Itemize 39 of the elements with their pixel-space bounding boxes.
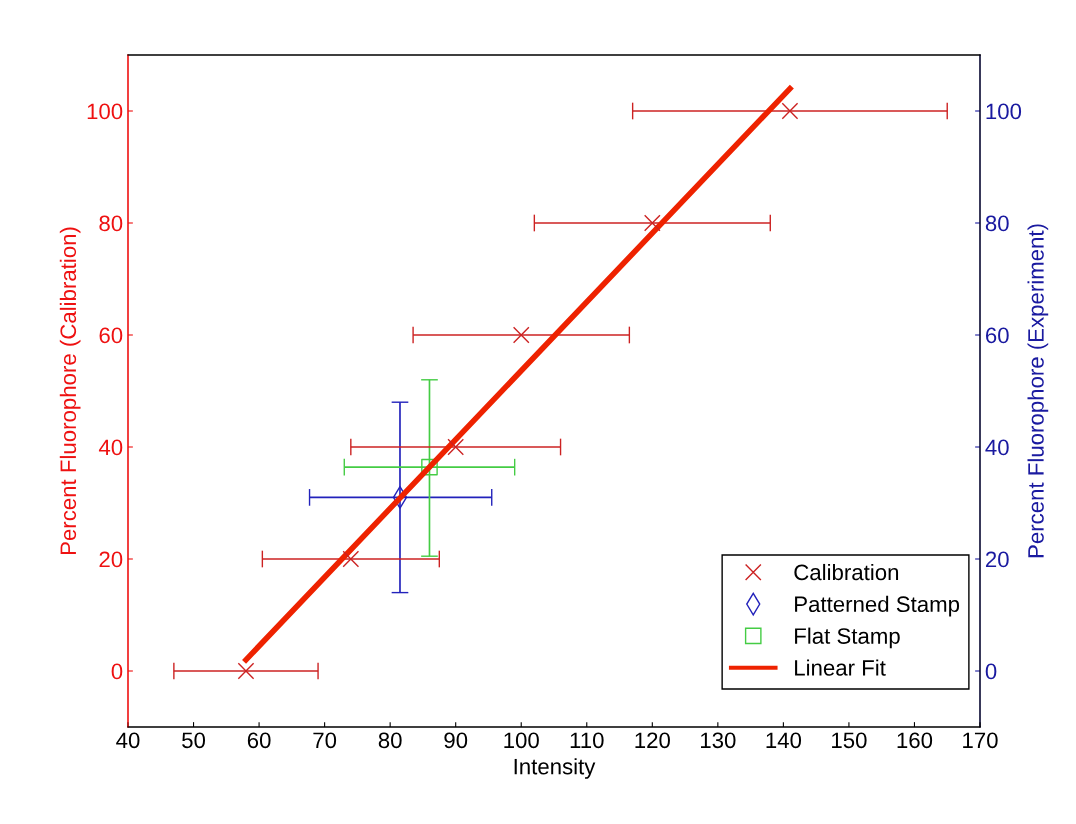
x-tick-label: 110 <box>570 732 604 749</box>
x-tick-label: 70 <box>313 732 337 749</box>
x-tick-label: 40 <box>116 732 140 749</box>
y-axis-title: Percent Fluorophore (Calibration) <box>59 227 81 555</box>
x-tick-label: 150 <box>832 732 867 749</box>
point <box>237 662 255 680</box>
x-tick-label: 60 <box>247 732 271 749</box>
y-tick-label: 100 <box>87 103 123 120</box>
x-axis-title: Intensity <box>514 758 596 779</box>
x-tick-label: 90 <box>444 732 468 749</box>
y2-tick-label: 100 <box>986 103 1022 120</box>
point <box>512 326 530 344</box>
x-tick-label: 170 <box>963 732 998 749</box>
x-tick-label: 140 <box>766 732 802 749</box>
y2-tick-label: 20 <box>985 551 1009 568</box>
x-tick-label: 160 <box>897 732 933 749</box>
x-tick-label: 80 <box>378 732 402 749</box>
x-tick-label: 50 <box>182 732 206 749</box>
y-tick-label: 60 <box>99 327 123 344</box>
legend-label: Flat Stamp <box>795 627 900 649</box>
point <box>643 214 661 232</box>
y-tick-label: 0 <box>111 663 123 680</box>
point <box>342 550 360 568</box>
y2-axis-title: Percent Fluorophore (Experiment) <box>1027 224 1049 558</box>
point <box>447 438 465 456</box>
legend-label: Linear Fit <box>795 659 886 676</box>
x-tick-label: 130 <box>701 732 736 749</box>
y-tick-label: 20 <box>99 551 123 568</box>
y2-tick-label: 60 <box>985 327 1009 344</box>
x-tick-label: 100 <box>504 732 539 749</box>
legend-label: Patterned Stamp <box>795 595 960 617</box>
legend-label: Calibration <box>794 563 899 581</box>
x-tick-label: 120 <box>635 732 670 749</box>
y2-tick-label: 80 <box>985 215 1009 232</box>
y-tick-label: 80 <box>99 215 123 232</box>
y-tick-label: 40 <box>98 439 123 456</box>
y2-tick-label: 0 <box>985 663 997 680</box>
point <box>781 102 799 120</box>
y2-tick-label: 40 <box>985 439 1009 456</box>
